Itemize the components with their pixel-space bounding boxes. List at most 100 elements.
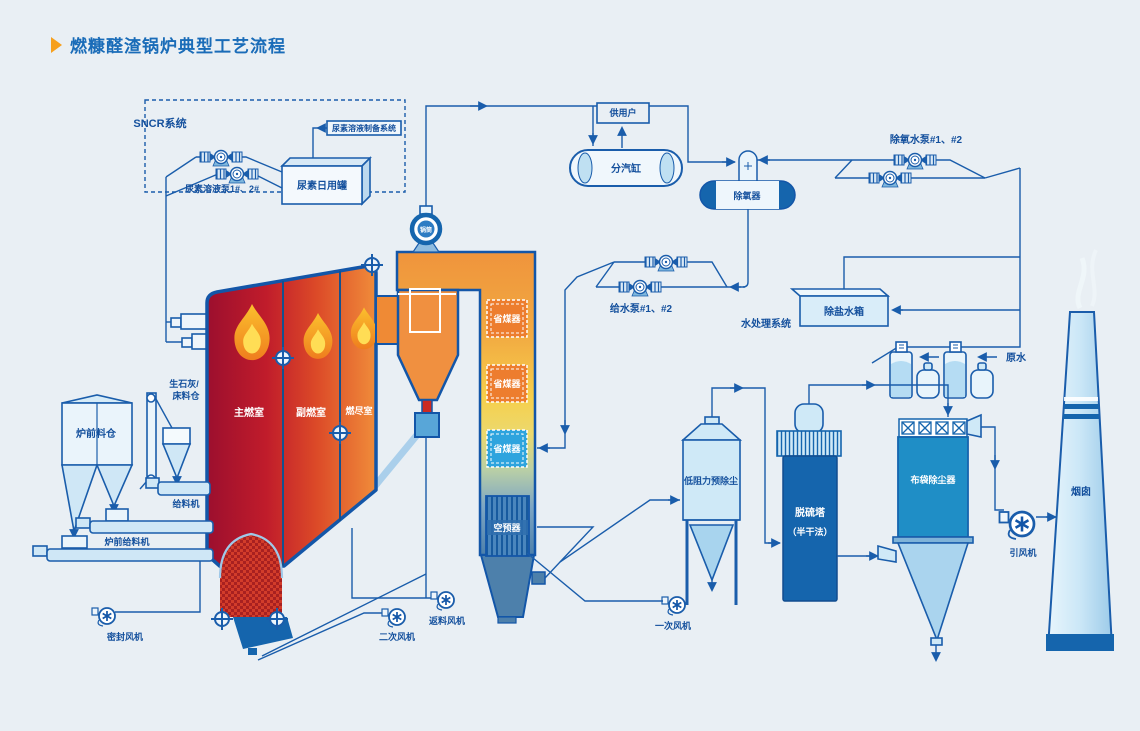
cyclone-inlet-duct — [375, 295, 401, 345]
loop-seal-box — [414, 412, 440, 438]
tower-collar — [776, 430, 842, 457]
cyclone-vortex-finder — [409, 288, 441, 333]
air-ducts — [115, 432, 432, 661]
flue-column: 省煤器 省煤器 省煤器 空预器 — [395, 250, 546, 624]
fans: 密封风机 二次风机 返料风机 一次风机 — [91, 591, 691, 642]
induced-fan-icon — [998, 510, 1036, 541]
lime-silo-label-1: 生石灰/ — [169, 378, 199, 389]
bucket-elevator — [146, 392, 157, 486]
urea-day-tank: 尿素日用罐 — [280, 156, 372, 206]
secondary-chamber-label: 副燃室 — [296, 406, 326, 419]
front-feeder-upper: 炉前给料机 — [75, 508, 214, 547]
tower-cap — [794, 403, 824, 434]
economizer-3: 省煤器 — [486, 429, 528, 468]
seal-fan-icon — [91, 607, 116, 627]
feeding-system: 炉前料仓 生石灰/ 床料仓 给料机 炉前给料机 — [32, 378, 214, 562]
demin-tank-label: 除盐水箱 — [824, 305, 864, 318]
boiler-furnace: 主燃室 副燃室 燃尽室 — [205, 253, 384, 655]
feed-pumps-label: 给水泵#1、#2 — [610, 302, 673, 315]
ash-tab — [248, 648, 257, 655]
stack-band-white — [1064, 397, 1098, 401]
steam-header-label: 分汽缸 — [611, 162, 641, 175]
nozzle-tail-1 — [170, 317, 182, 328]
cyclone-separator — [375, 288, 460, 438]
sncr-label: SNCR系统 — [133, 116, 186, 130]
urea-prep-label: 尿素溶液制备系统 — [332, 123, 396, 133]
feed-pumps: 给水泵#1、#2 — [595, 254, 745, 315]
cyclone-dipleg — [421, 399, 433, 414]
pre-deduster-label: 低阻力预除尘 — [683, 475, 738, 486]
burnout-chamber-label: 燃尽室 — [345, 405, 372, 416]
furnace-body — [205, 263, 378, 570]
fluidized-bed — [220, 534, 282, 617]
demin-water-tank: 除盐水箱 — [789, 288, 891, 327]
lime-silo-label-2: 床料仓 — [172, 390, 200, 401]
loopseal-return-leg — [367, 432, 420, 495]
bag-filter-label: 布袋除尘器 — [909, 474, 956, 485]
water-treatment-label: 水处理系统 — [740, 317, 791, 330]
front-feeder-lower — [32, 535, 214, 562]
deaerator-label: 除氧器 — [733, 190, 761, 201]
urea-pumps-label: 尿素溶液泵1#、2# — [185, 183, 259, 194]
secondary-fan-icon — [381, 608, 406, 628]
recirc-fan-label: 返料风机 — [429, 615, 465, 626]
smoke-icon — [1075, 257, 1087, 310]
stack-base — [1046, 634, 1114, 651]
steam-system: 锅筒 供用户 分汽缸 除氧器 给水泵#1、#2 — [409, 101, 1021, 453]
feeder-label: 给料机 — [172, 498, 199, 509]
stack-band — [1063, 414, 1099, 419]
secondary-fan-label: 二次风机 — [379, 631, 415, 642]
bag-filter-body — [897, 436, 969, 538]
page-header: 燃糠醛渣锅炉典型工艺流程 — [51, 36, 286, 56]
economizer-2: 省煤器 — [486, 364, 528, 403]
seal-fan-label: 密封风机 — [106, 631, 143, 642]
tower-body — [782, 455, 838, 602]
page-title: 燃糠醛渣锅炉典型工艺流程 — [70, 36, 286, 56]
deaerator-pumps: 除氧水泵#1、#2 — [757, 133, 1021, 188]
air-preheater-label: 空预器 — [493, 522, 521, 533]
steam-user-label: 供用户 — [608, 107, 636, 118]
deaerator: 除氧器 — [699, 150, 796, 292]
bag-filter: 布袋除尘器 — [837, 413, 1004, 662]
outlet-funnel — [966, 413, 982, 438]
front-feeder-label: 炉前给料机 — [104, 536, 149, 547]
front-silo-label: 炉前料仓 — [76, 427, 117, 440]
pre-deduster: 低阻力预除尘 — [680, 383, 781, 605]
feed-pump-2 — [618, 279, 662, 297]
economizer-1: 省煤器 — [486, 299, 528, 338]
water-treatment-system: 除盐水箱 水处理系统 原水 — [740, 168, 1027, 399]
raw-water-tanks — [889, 341, 994, 399]
stack-body — [1046, 311, 1114, 649]
bed-arc — [218, 532, 284, 579]
cone-inlet-funnel — [877, 544, 897, 563]
flue-bottom-tab — [497, 616, 517, 624]
lime-silo: 生石灰/ 床料仓 — [139, 378, 200, 490]
smoke-icon — [1090, 249, 1098, 307]
stack-label: 烟囱 — [1071, 485, 1091, 498]
feed-pump-1 — [644, 254, 688, 272]
steam-header: 分汽缸 — [569, 149, 683, 187]
cyclone-body — [396, 288, 460, 402]
raw-water-label: 原水 — [1006, 351, 1027, 364]
induced-fan-label: 引风机 — [1009, 547, 1036, 558]
nozzle-tail-2 — [181, 337, 193, 348]
desulf-label-2: （半干法） — [787, 526, 832, 537]
bag-filter-plate — [892, 536, 974, 544]
stack-band — [1064, 404, 1099, 409]
front-silo: 炉前料仓 — [61, 394, 134, 539]
steam-user-box: 供用户 — [596, 102, 650, 148]
sncr-system: SNCR系统 尿素溶液制备系统 尿素日用罐 尿素溶液泵1#、2# — [133, 99, 406, 206]
recirc-fan-icon — [430, 591, 455, 611]
induced-draft-fan: 引风机 — [998, 510, 1057, 558]
flue-hopper-tab — [531, 571, 546, 585]
desulf-label-1: 脱硫塔 — [795, 506, 826, 519]
air-preheater: 空预器 — [485, 495, 530, 557]
steam-drum: 锅筒 — [409, 205, 443, 253]
sncr-injection — [165, 177, 225, 350]
urea-pump-2 — [215, 166, 259, 184]
flue-hopper — [479, 554, 536, 618]
primary-fan-icon — [661, 596, 686, 616]
desulfurization-tower: 脱硫塔 （半干法） — [776, 380, 953, 602]
